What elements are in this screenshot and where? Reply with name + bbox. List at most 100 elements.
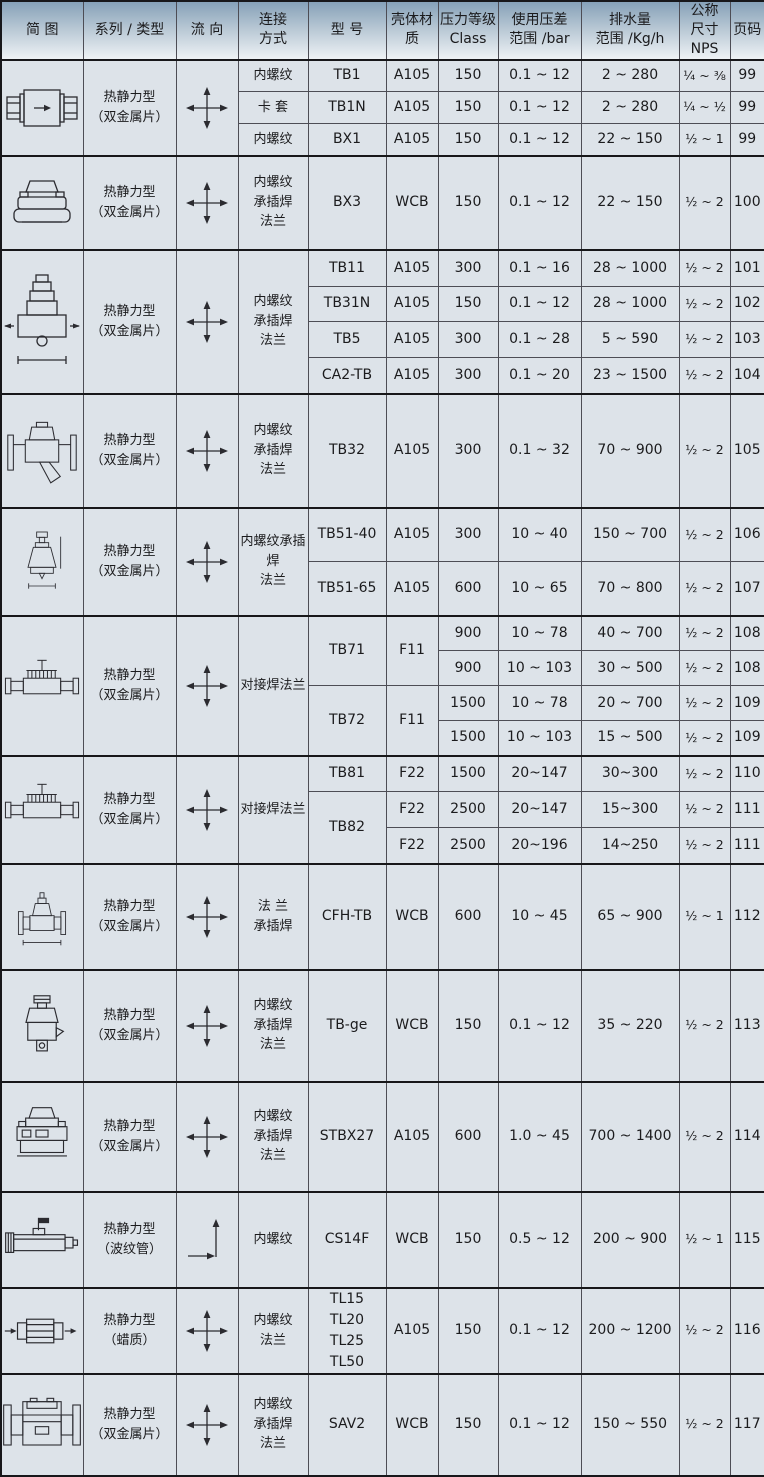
drain-capacity-cell: 5 ~ 590: [580, 321, 680, 358]
series-type-cell: 热静力型 （双金属片）: [82, 249, 177, 395]
pressure-class-cell: 150: [437, 1373, 499, 1477]
drain-capacity-cell: 2 ~ 280: [580, 59, 680, 93]
pressure-class-cell: 300: [437, 356, 499, 395]
nps-size-cell: ½ ~ 2: [678, 285, 731, 323]
four-way-arrows-icon: [175, 969, 239, 1083]
product-group-tb71-tb72: 热静力型 （双金属片） 对接焊法兰 TB71 F11 900 10 ~ 78 4…: [0, 615, 764, 757]
pressure-class-cell: 600: [437, 561, 499, 617]
shell-material-cell: A105: [385, 356, 439, 395]
nps-size-cell: ½ ~ 2: [678, 507, 731, 563]
page-number-cell: 103: [729, 321, 764, 358]
drain-capacity-cell: 700 ~ 1400: [580, 1081, 680, 1193]
model-cell: TB82: [307, 791, 387, 865]
four-way-arrows-icon: [175, 393, 239, 509]
series-type-cell: 热静力型 （双金属片）: [82, 507, 177, 617]
four-way-arrows-icon: [175, 755, 239, 865]
dome-top-steam-trap-drawing-icon: [0, 969, 84, 1083]
pressure-class-cell: 300: [437, 249, 499, 287]
series-type-cell: 热静力型 （波纹管）: [82, 1191, 177, 1289]
pressure-class-cell: 1500: [437, 685, 499, 722]
model-cell: TB51-65: [307, 561, 387, 617]
pressure-class-cell: 2500: [437, 791, 499, 829]
page-number-cell: 111: [729, 791, 764, 829]
drain-capacity-cell: 20 ~ 700: [580, 685, 680, 722]
drain-capacity-cell: 30 ~ 500: [580, 650, 680, 687]
series-type-cell: 热静力型 （双金属片）: [82, 1373, 177, 1477]
nps-size-cell: ½ ~ 2: [678, 356, 731, 395]
page-number-cell: 101: [729, 249, 764, 287]
pressure-diff-range-cell: 20~147: [497, 755, 582, 793]
nps-size-cell: ½ ~ 1: [678, 123, 731, 157]
pressure-diff-range-cell: 1.0 ~ 45: [497, 1081, 582, 1193]
nps-size-cell: ½ ~ 2: [678, 561, 731, 617]
bolted-flanged-steam-trap-drawing-icon: [0, 615, 84, 757]
shell-material-cell: A105: [385, 561, 439, 617]
col-header-model: 型 号: [307, 0, 387, 61]
pressure-diff-range-cell: 0.1 ~ 28: [497, 321, 582, 358]
model-cell: BX1: [307, 123, 387, 157]
pressure-diff-range-cell: 0.1 ~ 12: [497, 155, 582, 251]
model-cell: TB31N: [307, 285, 387, 323]
connection-type-cell: 内螺纹: [237, 59, 309, 93]
shell-material-cell: A105: [385, 285, 439, 323]
model-cell: TB-ge: [307, 969, 387, 1083]
model-cell: TB11: [307, 249, 387, 287]
drain-capacity-cell: 200 ~ 900: [580, 1191, 680, 1289]
pressure-diff-range-cell: 0.1 ~ 12: [497, 1287, 582, 1375]
nps-size-cell: ½ ~ 2: [678, 155, 731, 251]
connection-type-cell: 内螺纹: [237, 1191, 309, 1289]
wide-base-steam-trap-drawing-icon: [0, 1081, 84, 1193]
drain-capacity-cell: 15~300: [580, 791, 680, 829]
series-type-cell: 热静力型 （双金属片）: [82, 969, 177, 1083]
pressure-class-cell: 600: [437, 863, 499, 971]
drain-capacity-cell: 30~300: [580, 755, 680, 793]
connection-type-cell: 内螺纹 承插焊 法兰: [237, 249, 309, 395]
col-header-flow-direction: 流 向: [175, 0, 239, 61]
pressure-diff-range-cell: 10 ~ 78: [497, 685, 582, 722]
drain-capacity-cell: 15 ~ 500: [580, 720, 680, 757]
col-header-schematic: 简 图: [0, 0, 84, 61]
col-header-page: 页码: [729, 0, 764, 61]
model-cell: TB1N: [307, 91, 387, 125]
connection-type-cell: 内螺纹承插 焊 法兰: [237, 507, 309, 617]
connection-type-cell: 内螺纹 法兰: [237, 1287, 309, 1375]
pressure-class-cell: 600: [437, 1081, 499, 1193]
series-type-cell: 热静力型 （双金属片）: [82, 1081, 177, 1193]
series-type-cell: 热静力型 （双金属片）: [82, 59, 177, 157]
pressure-diff-range-cell: 20~147: [497, 791, 582, 829]
nps-size-cell: ½ ~ 2: [678, 650, 731, 687]
drain-capacity-cell: 28 ~ 1000: [580, 249, 680, 287]
nps-size-cell: ½ ~ 2: [678, 755, 731, 793]
shell-material-cell: A105: [385, 507, 439, 563]
flanged-body-steam-trap-drawing-icon: [0, 1373, 84, 1477]
pressure-diff-range-cell: 10 ~ 78: [497, 615, 582, 652]
shell-material-cell: F11: [385, 685, 439, 757]
pressure-diff-range-cell: 0.1 ~ 12: [497, 969, 582, 1083]
model-cell: TB5: [307, 321, 387, 358]
drain-capacity-cell: 23 ~ 1500: [580, 356, 680, 395]
four-way-arrows-icon: [175, 249, 239, 395]
col-header-pressure-diff-range: 使用压差 范围 /bar: [497, 0, 582, 61]
model-cell: TB32: [307, 393, 387, 509]
model-cell: CFH-TB: [307, 863, 387, 971]
pressure-class-cell: 2500: [437, 827, 499, 865]
series-type-cell: 热静力型 （双金属片）: [82, 755, 177, 865]
shell-material-cell: F22: [385, 827, 439, 865]
shell-material-cell: A105: [385, 1081, 439, 1193]
flanged-globe-steam-trap-drawing-icon: [0, 863, 84, 971]
bolted-flanged-steam-trap-drawing-icon: [0, 755, 84, 865]
connection-type-cell: 内螺纹: [237, 123, 309, 157]
col-header-drain-capacity: 排水量 范围 /Kg/h: [580, 0, 680, 61]
nps-size-cell: ½ ~ 2: [678, 791, 731, 829]
nps-size-cell: ½ ~ 2: [678, 969, 731, 1083]
drain-capacity-cell: 28 ~ 1000: [580, 285, 680, 323]
series-type-cell: 热静力型 （双金属片）: [82, 393, 177, 509]
page-number-cell: 110: [729, 755, 764, 793]
flanged-y-strainer-steam-trap-drawing-icon: [0, 393, 84, 509]
product-group-tl: 热静力型 （蜡质） 内螺纹 法兰 TL15 TL20 TL25 TL50 A10…: [0, 1287, 764, 1375]
inline-cartridge-steam-trap-drawing-icon: [0, 1287, 84, 1375]
product-group-cfh-tb: 热静力型 （双金属片） 法 兰 承插焊 CFH-TB WCB 600 10 ~ …: [0, 863, 764, 971]
col-header-shell-material: 壳体材 质: [385, 0, 439, 61]
four-way-arrows-icon: [175, 1081, 239, 1193]
pressure-class-cell: 300: [437, 321, 499, 358]
